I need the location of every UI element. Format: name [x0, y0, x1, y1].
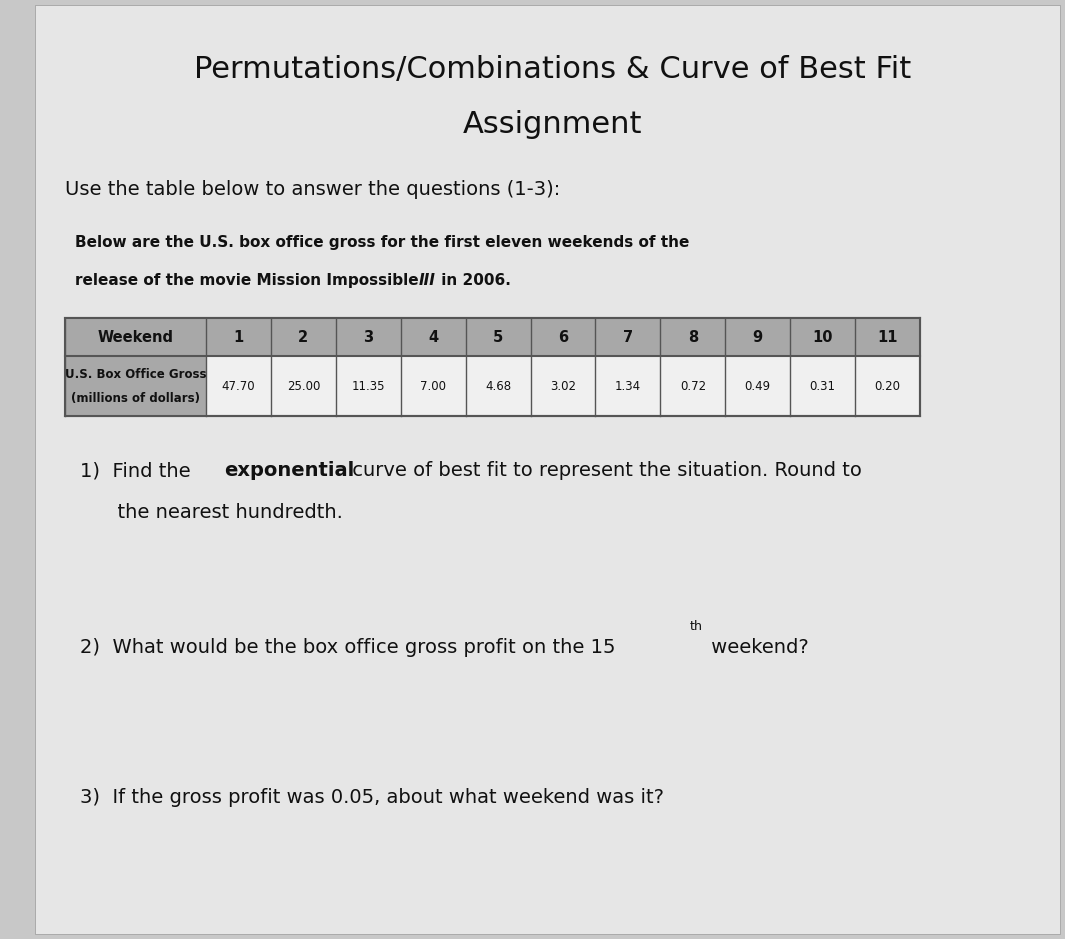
Text: Permutations/Combinations & Curve of Best Fit: Permutations/Combinations & Curve of Bes…	[194, 55, 912, 84]
Text: 7: 7	[623, 330, 633, 345]
Text: 5: 5	[493, 330, 504, 345]
Text: 0.31: 0.31	[809, 379, 836, 393]
Text: 1: 1	[233, 330, 244, 345]
Text: 25.00: 25.00	[286, 379, 321, 393]
Text: Assignment: Assignment	[463, 110, 642, 139]
Text: 47.70: 47.70	[222, 379, 256, 393]
Text: 6: 6	[558, 330, 568, 345]
Text: III: III	[419, 273, 436, 288]
Text: 10: 10	[813, 330, 833, 345]
Text: 2: 2	[298, 330, 309, 345]
Text: (millions of dollars): (millions of dollars)	[71, 392, 200, 405]
Text: 4: 4	[428, 330, 439, 345]
Bar	[65, 318, 920, 356]
Text: 7.00: 7.00	[421, 379, 446, 393]
Text: 0.49: 0.49	[744, 379, 771, 393]
Text: 3.02: 3.02	[550, 379, 576, 393]
Text: Weekend: Weekend	[98, 330, 174, 345]
Text: 1.34: 1.34	[615, 379, 641, 393]
Text: 9: 9	[753, 330, 763, 345]
Text: 3)  If the gross profit was 0.05, about what weekend was it?: 3) If the gross profit was 0.05, about w…	[80, 788, 663, 807]
Text: exponential: exponential	[224, 461, 355, 480]
Text: 0.72: 0.72	[679, 379, 706, 393]
Text: the nearest hundredth.: the nearest hundredth.	[80, 503, 343, 522]
Text: curve of best fit to represent the situation. Round to: curve of best fit to represent the situa…	[346, 461, 862, 480]
Text: 2)  What would be the box office gross profit on the 15: 2) What would be the box office gross pr…	[80, 638, 616, 657]
Text: release of the movie Mission Impossible: release of the movie Mission Impossible	[75, 273, 424, 288]
Text: in 2006.: in 2006.	[436, 273, 511, 288]
Text: th: th	[689, 620, 703, 633]
Text: 11: 11	[878, 330, 898, 345]
Text: 11.35: 11.35	[351, 379, 386, 393]
Bar	[65, 318, 206, 416]
Text: Below are the U.S. box office gross for the first eleven weekends of the: Below are the U.S. box office gross for …	[75, 235, 689, 250]
Text: 4.68: 4.68	[485, 379, 511, 393]
Text: 1)  Find the: 1) Find the	[80, 461, 197, 480]
Text: Use the table below to answer the questions (1-3):: Use the table below to answer the questi…	[65, 180, 560, 199]
Text: 3: 3	[363, 330, 374, 345]
Text: U.S. Box Office Gross: U.S. Box Office Gross	[65, 367, 207, 380]
Bar	[65, 318, 920, 416]
Text: 8: 8	[688, 330, 698, 345]
Text: weekend?: weekend?	[705, 638, 808, 657]
Text: 0.20: 0.20	[874, 379, 901, 393]
